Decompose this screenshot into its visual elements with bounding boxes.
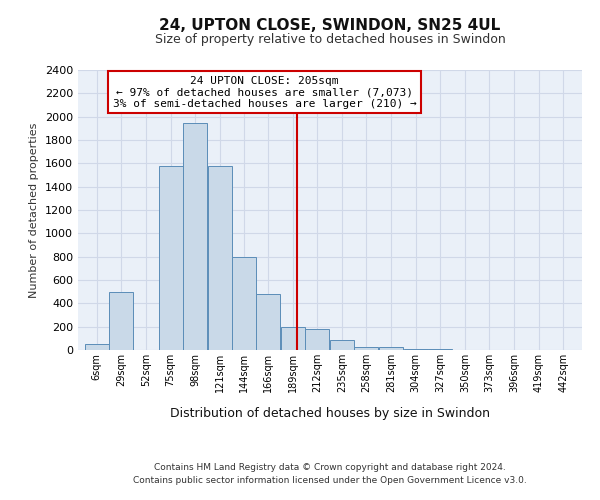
Y-axis label: Number of detached properties: Number of detached properties: [29, 122, 40, 298]
Bar: [158, 166, 182, 350]
Bar: [379, 347, 403, 350]
Text: Contains HM Land Registry data © Crown copyright and database right 2024.: Contains HM Land Registry data © Crown c…: [154, 462, 506, 471]
Text: 24 UPTON CLOSE: 205sqm
← 97% of detached houses are smaller (7,073)
3% of semi-d: 24 UPTON CLOSE: 205sqm ← 97% of detached…: [113, 76, 416, 109]
Bar: [256, 294, 280, 350]
Bar: [355, 346, 379, 350]
Bar: [85, 344, 109, 350]
Bar: [404, 349, 428, 350]
Bar: [232, 256, 256, 350]
Bar: [183, 122, 207, 350]
Text: Distribution of detached houses by size in Swindon: Distribution of detached houses by size …: [170, 408, 490, 420]
Bar: [281, 326, 305, 350]
Bar: [305, 329, 329, 350]
Text: Size of property relative to detached houses in Swindon: Size of property relative to detached ho…: [155, 32, 505, 46]
Bar: [109, 292, 133, 350]
Bar: [330, 340, 354, 350]
Bar: [208, 166, 232, 350]
Text: Contains public sector information licensed under the Open Government Licence v3: Contains public sector information licen…: [133, 476, 527, 485]
Text: 24, UPTON CLOSE, SWINDON, SN25 4UL: 24, UPTON CLOSE, SWINDON, SN25 4UL: [160, 18, 500, 32]
